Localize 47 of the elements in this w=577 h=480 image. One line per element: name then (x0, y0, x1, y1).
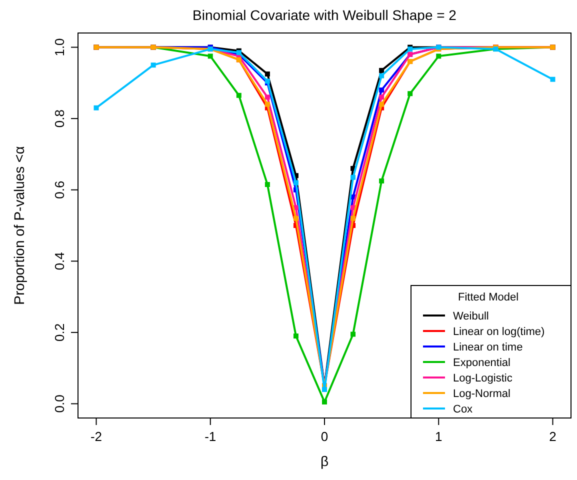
y-tick-label: 0.6 (52, 180, 67, 199)
point (293, 180, 298, 186)
x-tick-label: -2 (90, 429, 102, 444)
point (236, 92, 242, 98)
legend-label: Weibull (453, 310, 489, 322)
point (379, 94, 384, 100)
y-tick-label: 0.4 (52, 252, 67, 270)
point (264, 71, 270, 76)
legend-title: Fitted Model (458, 292, 519, 304)
point (322, 386, 327, 392)
y-tick-label: 1.0 (52, 38, 67, 56)
point (264, 182, 270, 188)
point (436, 54, 442, 59)
point (150, 62, 156, 68)
point (293, 216, 298, 221)
legend-label: Cox (453, 404, 474, 416)
y-axis-title: Proportion of P-values <α (11, 146, 27, 305)
point (379, 178, 384, 184)
legend-label: Linear on log(time) (453, 326, 545, 338)
point (350, 174, 356, 180)
point (350, 332, 356, 337)
point (379, 88, 384, 93)
legend-label: Log-Normal (453, 388, 510, 400)
y-tick-label: 0.0 (52, 394, 67, 413)
point (408, 91, 413, 96)
point (350, 216, 356, 221)
point (293, 334, 298, 339)
point (379, 73, 384, 78)
legend-label: Exponential (453, 357, 510, 369)
point (379, 68, 384, 73)
point (264, 102, 270, 107)
legend-label: Linear on time (453, 342, 523, 354)
y-tick-label: 0.8 (52, 110, 67, 128)
x-tick-label: 1 (435, 429, 442, 444)
x-axis-title: β (320, 453, 329, 469)
x-tick-label: -1 (204, 429, 216, 444)
x-tick-label: 2 (549, 429, 556, 444)
point (322, 399, 327, 404)
point (264, 94, 270, 100)
y-tick-label: 0.2 (52, 323, 67, 342)
point (550, 76, 556, 82)
x-tick-label: 0 (320, 429, 328, 444)
point (94, 105, 99, 110)
legend-label: Log-Logistic (453, 372, 513, 384)
chart-title: Binomial Covariate with Weibull Shape = 2 (192, 7, 457, 23)
point (379, 102, 384, 107)
point (208, 54, 213, 59)
